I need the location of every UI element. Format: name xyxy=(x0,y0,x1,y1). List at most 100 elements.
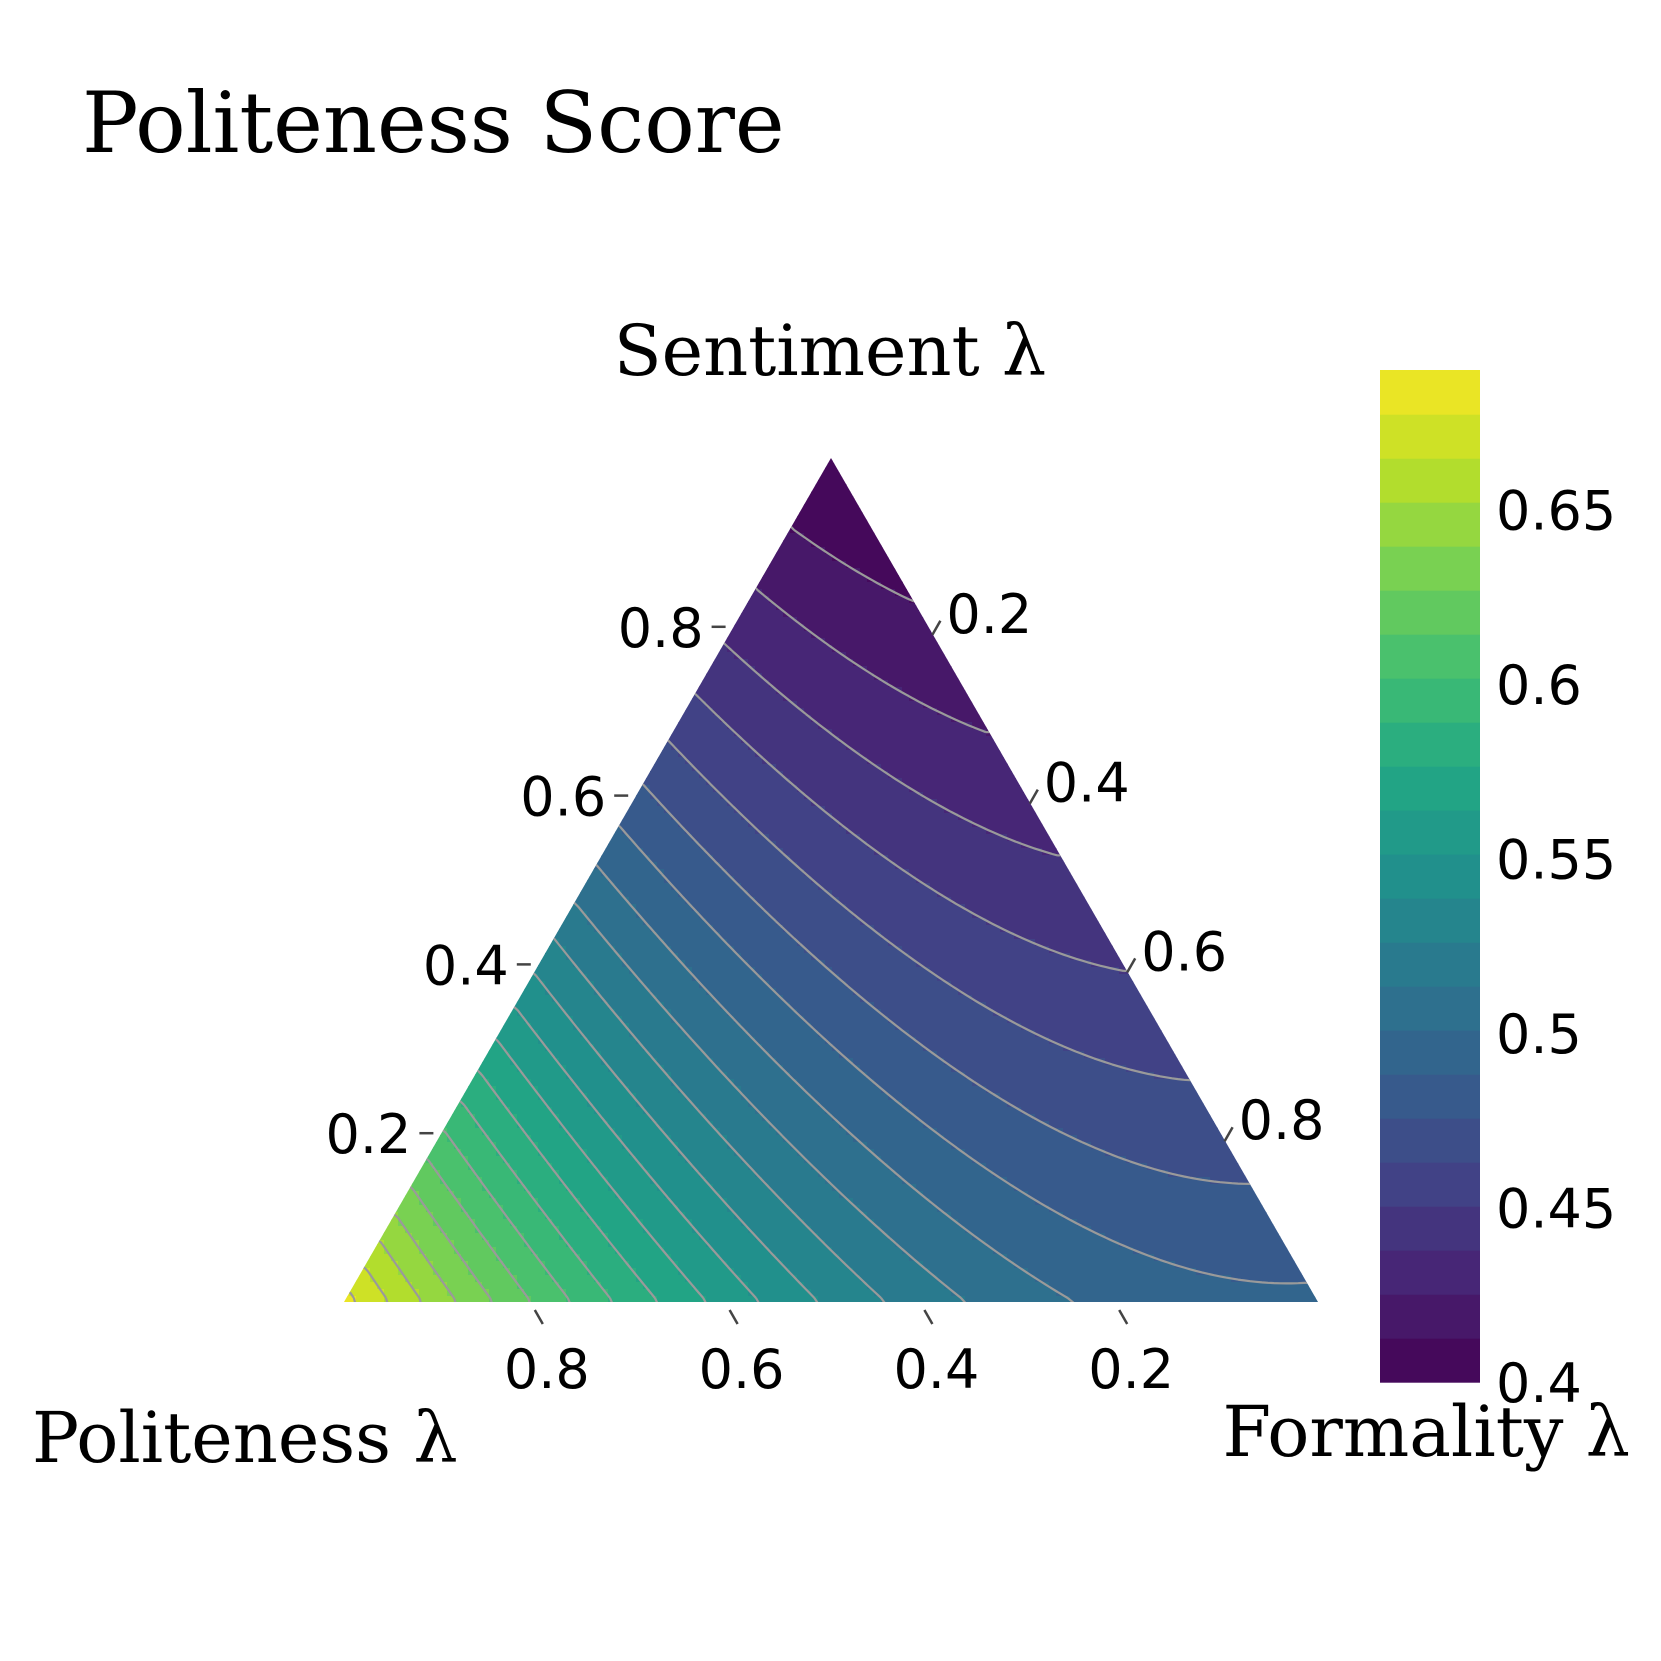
contour-cell xyxy=(363,554,371,562)
contour-cell xyxy=(1105,498,1113,506)
contour-cell xyxy=(1259,458,1267,464)
contour-cell xyxy=(1035,505,1043,513)
contour-cell xyxy=(1161,458,1169,464)
contour-cell xyxy=(1203,458,1211,464)
contour-cell xyxy=(1259,505,1267,513)
contour-cell xyxy=(566,575,574,583)
contour-cell xyxy=(608,582,616,590)
contour-cell xyxy=(608,463,616,471)
contour-cell xyxy=(356,589,364,597)
contour-cell xyxy=(433,624,441,632)
contour-cell xyxy=(881,561,889,569)
contour-cell xyxy=(958,470,966,478)
contour-cell xyxy=(706,575,714,583)
contour-cell xyxy=(531,701,539,709)
contour-cell xyxy=(727,491,735,499)
contour-cell xyxy=(916,687,924,695)
contour-cell xyxy=(1119,533,1127,541)
contour-cell xyxy=(398,470,406,478)
contour-cell xyxy=(916,631,924,639)
contour-cell xyxy=(1287,617,1295,625)
contour-cell xyxy=(1231,575,1239,583)
contour-cell xyxy=(1070,547,1078,555)
contour-cell xyxy=(706,477,714,485)
contour-cell xyxy=(1112,484,1120,492)
contour-cell xyxy=(1105,458,1113,464)
contour-cell xyxy=(853,617,861,625)
contour-cell xyxy=(1140,519,1148,527)
contour-cell xyxy=(1189,645,1197,653)
contour-cell xyxy=(944,491,952,499)
contour-cell xyxy=(1021,687,1029,695)
contour-cell xyxy=(1224,547,1232,555)
contour-cell xyxy=(657,512,665,520)
contour-cell xyxy=(1273,561,1281,569)
contour-cell xyxy=(867,505,875,513)
contour-cell xyxy=(769,596,777,604)
contour-cell xyxy=(818,526,826,534)
contour-cell xyxy=(895,533,903,541)
contour-cell xyxy=(468,638,476,646)
contour-cell xyxy=(566,680,574,688)
contour-cell xyxy=(832,505,840,513)
contour-cell xyxy=(1112,498,1120,506)
contour-cell xyxy=(1000,512,1008,520)
contour-cell xyxy=(517,673,525,681)
contour-cell xyxy=(454,687,462,695)
contour-cell xyxy=(559,519,567,527)
contour-cell xyxy=(1315,484,1318,492)
contour-cell xyxy=(832,470,840,478)
contour-cell xyxy=(1049,463,1057,471)
contour-cell xyxy=(1245,512,1253,520)
contour-cell xyxy=(1119,458,1127,464)
contour-cell xyxy=(1000,687,1008,695)
contour-cell xyxy=(720,680,728,688)
contour-cell xyxy=(1126,470,1134,478)
contour-cell xyxy=(468,652,476,660)
contour-cell xyxy=(860,624,868,632)
contour-cell xyxy=(1133,498,1141,506)
contour-cell xyxy=(489,589,497,597)
contour-cell xyxy=(846,659,854,667)
contour-cell xyxy=(650,533,658,541)
contour-cell xyxy=(356,484,364,492)
contour-cell xyxy=(524,666,532,674)
contour-cell xyxy=(839,659,847,667)
contour-cell xyxy=(1140,603,1148,611)
contour-cell xyxy=(1238,631,1246,639)
contour-cell xyxy=(811,547,819,555)
contour-cell xyxy=(860,687,868,695)
contour-cell xyxy=(405,645,413,653)
contour-cell xyxy=(1112,582,1120,590)
contour-cell xyxy=(657,484,665,492)
contour-cell xyxy=(363,568,371,576)
contour-cell xyxy=(580,568,588,576)
contour-cell xyxy=(888,603,896,611)
contour-cell xyxy=(1042,596,1050,604)
contour-cell xyxy=(818,533,826,541)
contour-cell xyxy=(1189,666,1197,674)
contour-cell xyxy=(881,568,889,576)
contour-cell xyxy=(566,603,574,611)
contour-cell xyxy=(671,484,679,492)
contour-cell xyxy=(482,680,490,688)
contour-cell xyxy=(692,477,700,485)
contour-cell xyxy=(629,484,637,492)
contour-cell xyxy=(790,554,798,562)
contour-cell xyxy=(727,666,735,674)
contour-cell xyxy=(930,533,938,541)
contour-cell xyxy=(867,687,875,695)
contour-cell xyxy=(1091,561,1099,569)
contour-cell xyxy=(391,680,399,688)
contour-cell xyxy=(874,701,882,709)
contour-cell xyxy=(713,659,721,667)
contour-cell xyxy=(1266,575,1274,583)
contour-cell xyxy=(447,582,455,590)
contour-cell xyxy=(972,491,980,499)
contour-cell xyxy=(1189,561,1197,569)
contour-cell xyxy=(909,617,917,625)
contour-cell xyxy=(916,491,924,499)
contour-cell xyxy=(545,561,553,569)
contour-cell xyxy=(972,554,980,562)
contour-cell xyxy=(776,645,784,653)
